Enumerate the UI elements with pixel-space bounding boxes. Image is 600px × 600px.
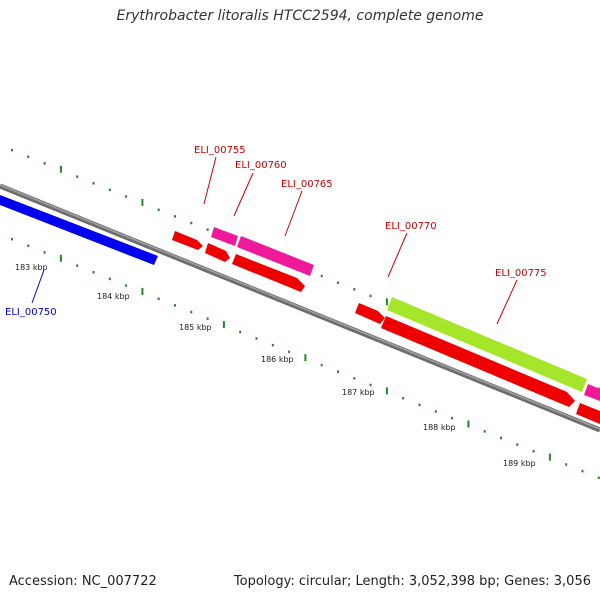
gene-pink-edge[interactable]: [584, 384, 600, 401]
gene-label-eli-00770[interactable]: ELI_00770: [385, 221, 437, 232]
backbone-highlight: [0, 184, 600, 430]
gene-label-eli-00765[interactable]: ELI_00765: [281, 179, 333, 190]
gene-red-2[interactable]: [205, 243, 230, 262]
gene-label-eli-00775[interactable]: ELI_00775: [495, 268, 547, 279]
minor-tick: [206, 228, 209, 231]
major-tick: [385, 298, 388, 306]
gene-eli-00750[interactable]: [0, 195, 158, 265]
gene-eli-00760[interactable]: [232, 254, 305, 292]
minor-tick: [174, 304, 176, 307]
gene-eli-00755[interactable]: [211, 227, 238, 246]
kbp-label: 183 kbp: [15, 263, 48, 272]
minor-tick: [320, 363, 323, 367]
minor-tick: [43, 251, 46, 254]
gene-red-edge[interactable]: [576, 403, 600, 424]
minor-tick: [239, 330, 242, 334]
minor-tick: [369, 383, 372, 387]
major-tick: [141, 198, 144, 206]
minor-tick: [92, 271, 95, 274]
gene-features: [0, 195, 600, 424]
minor-tick: [288, 350, 291, 354]
minor-tick: [255, 337, 258, 340]
kbp-label: 185 kbp: [179, 323, 212, 332]
gene-red-3[interactable]: [355, 303, 385, 324]
minor-tick: [320, 274, 323, 278]
minor-tick: [271, 343, 274, 347]
minor-tick: [76, 264, 79, 267]
minor-tick: [516, 443, 519, 446]
minor-tick: [483, 430, 486, 433]
minor-tick: [337, 281, 339, 284]
minor-tick: [92, 182, 95, 185]
minor-tick: [532, 449, 535, 453]
minor-tick: [27, 244, 30, 248]
minor-tick: [353, 377, 356, 380]
genome-backbone: [0, 183, 600, 433]
minor-tick: [581, 469, 584, 473]
gene-eli-00775[interactable]: [387, 297, 587, 392]
minor-tick: [76, 175, 79, 178]
minor-tick: [500, 436, 502, 440]
minor-tick: [190, 310, 193, 314]
accession-text: Accession: NC_007722: [9, 574, 157, 589]
major-tick: [222, 321, 225, 329]
minor-tick: [157, 208, 160, 212]
minor-tick: [434, 410, 437, 413]
minor-tick: [43, 162, 46, 165]
minor-tick: [125, 195, 128, 198]
major-tick: [467, 420, 470, 428]
minor-tick: [597, 476, 600, 480]
gene-red-1[interactable]: [172, 231, 203, 250]
minor-tick: [125, 284, 128, 287]
gene-label-eli-00755[interactable]: ELI_00755: [194, 145, 246, 156]
major-tick: [548, 453, 551, 461]
minor-tick: [11, 237, 13, 241]
minor-tick: [337, 370, 339, 373]
gene-labels: ELI_00750 ELI_00755 ELI_00760 ELI_00765 …: [5, 145, 547, 318]
minor-tick: [353, 288, 356, 291]
kbp-label: 187 kbp: [342, 388, 375, 397]
major-tick: [59, 165, 62, 173]
gene-label-eli-00750[interactable]: ELI_00750: [5, 307, 57, 318]
minor-tick: [108, 277, 111, 281]
major-tick: [304, 354, 307, 362]
minor-tick: [11, 148, 13, 152]
minor-tick: [418, 403, 421, 407]
gene-label-eli-00760[interactable]: ELI_00760: [235, 160, 287, 171]
minor-tick: [108, 188, 111, 192]
minor-tick: [369, 294, 372, 298]
minor-tick: [451, 416, 454, 420]
kbp-label: 188 kbp: [423, 423, 456, 432]
minor-tick: [27, 155, 30, 159]
major-tick: [141, 287, 144, 295]
map-title: Erythrobacter litoralis HTCC2594, comple…: [116, 8, 484, 24]
kbp-label: 189 kbp: [503, 459, 536, 468]
gene-eli-00770[interactable]: [381, 316, 575, 407]
major-tick: [385, 387, 388, 395]
gene-eli-00765[interactable]: [237, 236, 314, 276]
minor-tick: [190, 221, 193, 225]
minor-tick: [206, 317, 209, 320]
minor-tick: [565, 463, 568, 466]
major-tick: [59, 254, 62, 262]
kbp-label: 184 kbp: [97, 292, 130, 301]
kbp-label: 186 kbp: [261, 355, 294, 364]
kbp-labels: 183 kbp 184 kbp 185 kbp 186 kbp 187 kbp …: [15, 263, 536, 468]
topology-text: Topology: circular; Length: 3,052,398 bp…: [233, 574, 591, 589]
minor-tick: [157, 297, 160, 301]
inner-tick-row: [11, 237, 600, 480]
minor-tick: [402, 396, 405, 400]
leader-lines: [31, 156, 518, 325]
minor-tick: [174, 215, 176, 218]
